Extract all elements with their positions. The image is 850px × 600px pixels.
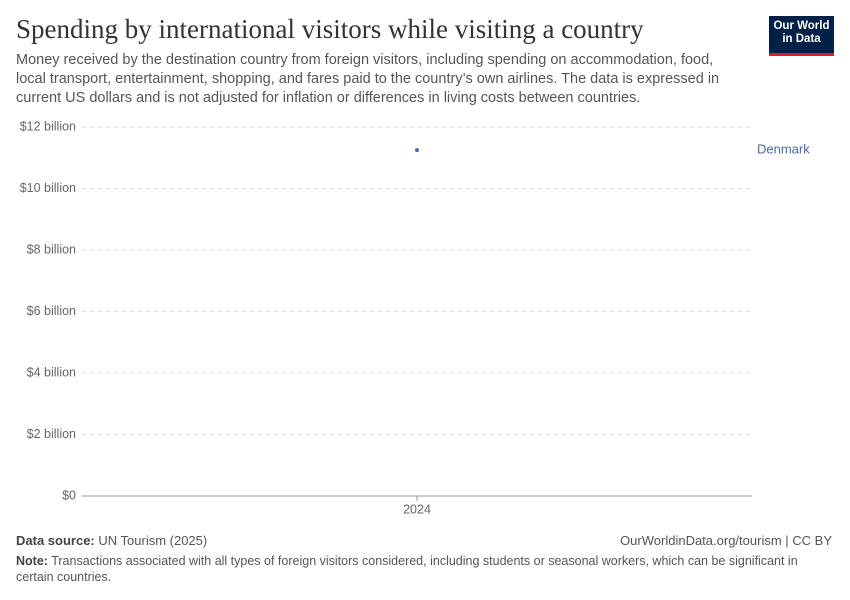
y-tick-label: $6 billion: [27, 304, 76, 318]
logo-line: Our World: [773, 20, 830, 32]
series-label: Denmark: [757, 142, 810, 157]
logo[interactable]: Our World in Data: [769, 16, 834, 56]
note-text: Transactions associated with all types o…: [16, 554, 798, 584]
data-point: [415, 148, 419, 153]
note: Note: Transactions associated with all t…: [16, 553, 826, 585]
logo-line: in Data: [782, 33, 821, 45]
y-tick-label: $12 billion: [20, 119, 76, 133]
source-url[interactable]: OurWorldinData.org/tourism | CC BY: [620, 533, 832, 548]
y-tick-label: $0: [62, 488, 76, 502]
y-tick-label: $2 billion: [27, 427, 76, 441]
x-tick-label: 2024: [403, 502, 431, 516]
note-label: Note:: [16, 554, 48, 568]
chart-title: Spending by international visitors while…: [16, 14, 644, 44]
source: Data source: UN Tourism (2025): [16, 533, 207, 548]
chart-subtitle: Money received by the destination countr…: [16, 52, 720, 106]
source-label: Data source:: [16, 533, 95, 548]
y-tick-label: $8 billion: [27, 242, 76, 256]
y-tick-label: $10 billion: [20, 181, 76, 195]
y-tick-label: $4 billion: [27, 365, 76, 379]
source-text: UN Tourism (2025): [98, 533, 208, 548]
